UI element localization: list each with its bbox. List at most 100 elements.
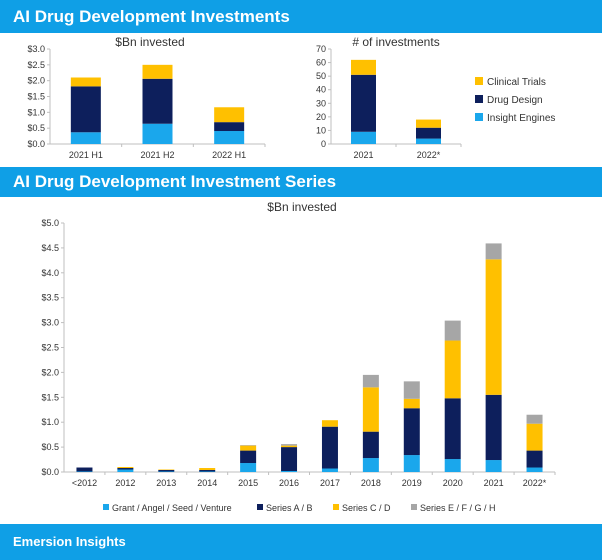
bar-segment: [444, 320, 461, 341]
bar-segment: [321, 426, 338, 469]
y-tick-label: $3.0: [41, 318, 59, 328]
bar-segment: [117, 469, 134, 472]
bar-segment: [117, 468, 134, 470]
y-tick-label: 20: [316, 112, 326, 122]
y-tick-label: $1.5: [41, 392, 59, 402]
bar-segment: [281, 445, 298, 448]
bar-segment: [485, 394, 502, 461]
y-tick-label: 60: [316, 58, 326, 68]
legend-label: Grant / Angel / Seed / Venture: [112, 503, 232, 513]
bar-segment: [281, 444, 298, 446]
bar-segment: [526, 467, 543, 472]
bar-segment: [70, 86, 101, 133]
y-tick-label: 40: [316, 85, 326, 95]
section-header-investments: AI Drug Development Investments: [0, 0, 602, 33]
bar-segment: [403, 408, 420, 456]
bar-segment: [416, 119, 441, 128]
y-tick-label: $0.0: [41, 467, 59, 477]
legend-swatch: [475, 113, 483, 121]
bar-segment: [485, 460, 502, 472]
x-tick-label: 2012: [115, 478, 135, 488]
bar-segment: [281, 471, 298, 472]
x-tick-label: 2022*: [523, 478, 547, 488]
y-tick-label: $1.5: [27, 92, 45, 102]
y-tick-label: $2.0: [41, 367, 59, 377]
bar-segment: [199, 470, 216, 472]
y-tick-label: $1.0: [27, 107, 45, 117]
y-tick-label: $3.0: [27, 44, 45, 54]
bar-segment: [444, 398, 461, 460]
bar-segment: [142, 64, 173, 79]
legend-swatch: [411, 504, 417, 510]
x-tick-label: 2022 H1: [212, 150, 246, 160]
bar-segment: [214, 122, 245, 132]
bar-segment: [526, 414, 543, 424]
bar-segment: [76, 467, 93, 472]
legend-swatch: [103, 504, 109, 510]
bar-segment: [240, 463, 257, 472]
bar-segment: [526, 450, 543, 468]
legend-label: Drug Design: [487, 95, 543, 106]
legend-label: Series E / F / G / H: [420, 503, 496, 513]
investment-amount-chart: $0.0 $0.5 $1.0 $1.5 $2.0 $2.5 $3.0 2021 H1 2021 …: [27, 35, 266, 160]
y-tick-label: 10: [316, 125, 326, 135]
bar-segment: [351, 131, 376, 144]
bar-segment: [444, 340, 461, 399]
bar-segment: [362, 374, 379, 388]
bar-segment: [416, 138, 441, 144]
bar-segment: [351, 59, 376, 75]
x-tick-label: 2021 H2: [140, 150, 174, 160]
x-tick-label: 2018: [361, 478, 381, 488]
y-tick-label: $2.5: [41, 343, 59, 353]
bar-segment: [362, 387, 379, 432]
legend-swatch: [475, 95, 483, 103]
bar-segment: [321, 420, 338, 427]
bar-segment: [403, 455, 420, 472]
y-tick-label: $4.5: [41, 243, 59, 253]
x-tick-label: 2020: [443, 478, 463, 488]
y-tick-label: $3.5: [41, 293, 59, 303]
legend-label: Clinical Trials: [487, 77, 546, 88]
x-tick-label: 2014: [197, 478, 217, 488]
bar-segment: [362, 431, 379, 459]
y-tick-label: 50: [316, 71, 326, 81]
x-tick-label: 2021 H1: [69, 150, 103, 160]
bar-segment: [362, 458, 379, 472]
y-tick-label: 30: [316, 98, 326, 108]
chart-title: $Bn invested: [267, 200, 336, 214]
bar-segment: [485, 243, 502, 260]
bar-segment: [526, 423, 543, 451]
y-tick-label: $4.0: [41, 268, 59, 278]
legend-swatch: [257, 504, 263, 510]
bar-segment: [281, 447, 298, 472]
bar-segment: [403, 381, 420, 399]
bar-segment: [142, 123, 173, 144]
bar-segment: [70, 77, 101, 87]
y-tick-label: $0.0: [27, 139, 45, 149]
y-tick-label: $2.5: [27, 60, 45, 70]
bar-segment: [70, 132, 101, 144]
legend-swatch: [333, 504, 339, 510]
x-tick-label: <2012: [72, 478, 97, 488]
x-tick-label: 2017: [320, 478, 340, 488]
legend-label: Series C / D: [342, 503, 391, 513]
investment-series-chart: $0.0 $0.5 $1.0 $1.5 $2.0 $2.5 $3.0 $3.5 $4.0 $4.5…: [41, 200, 556, 513]
x-tick-label: 2016: [279, 478, 299, 488]
x-tick-label: 2015: [238, 478, 258, 488]
y-tick-label: $0.5: [27, 123, 45, 133]
bar-segment: [158, 470, 175, 472]
x-tick-label: 2021: [353, 150, 373, 160]
legend-label: Insight Engines: [487, 113, 555, 124]
chart-title: $Bn invested: [115, 35, 184, 49]
top-charts-panel: $0.0 $0.5 $1.0 $1.5 $2.0 $2.5 $3.0 2021 H1 2021 …: [0, 33, 602, 167]
bar-segment: [403, 398, 420, 409]
series-chart-panel: $0.0 $0.5 $1.0 $1.5 $2.0 $2.5 $3.0 $3.5 $4.0 $4.5…: [0, 197, 602, 524]
x-tick-label: 2019: [402, 478, 422, 488]
y-tick-label: 0: [321, 139, 326, 149]
y-tick-label: $2.0: [27, 76, 45, 86]
footer-brand: Emersion Insights: [13, 534, 126, 549]
header-title: AI Drug Development Investments: [13, 7, 290, 26]
bar-segment: [240, 450, 257, 464]
bar-segment: [214, 131, 245, 144]
legend-swatch: [475, 77, 483, 85]
